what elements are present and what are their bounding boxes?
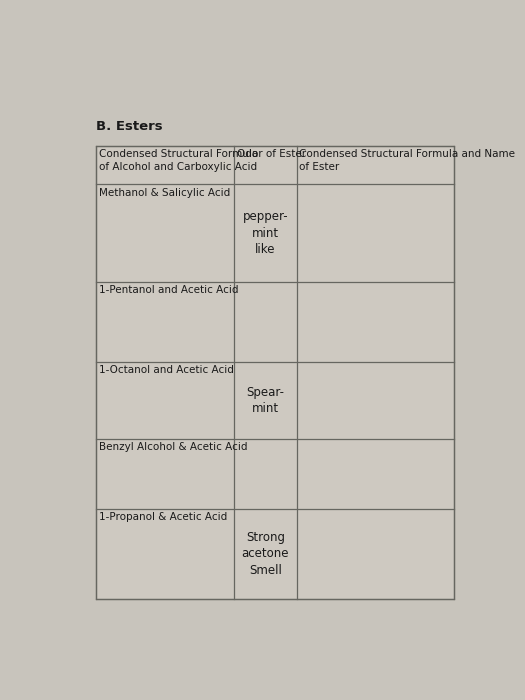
Text: Condensed Structural Formula and Name
of Ester: Condensed Structural Formula and Name of…	[299, 149, 516, 172]
Text: B. Esters: B. Esters	[96, 120, 163, 132]
Text: 1-Octanol and Acetic Acid: 1-Octanol and Acetic Acid	[99, 365, 234, 375]
Text: Condensed Structural Formula
of Alcohol and Carboxylic Acid: Condensed Structural Formula of Alcohol …	[99, 149, 258, 172]
Bar	[96, 146, 454, 598]
Text: Methanol & Salicylic Acid: Methanol & Salicylic Acid	[99, 188, 230, 197]
Text: 1-Propanol & Acetic Acid: 1-Propanol & Acetic Acid	[99, 512, 227, 522]
Text: 1-Pentanol and Acetic Acid: 1-Pentanol and Acetic Acid	[99, 285, 238, 295]
Text: Spear-
mint: Spear- mint	[246, 386, 285, 415]
Text: Strong
acetone
Smell: Strong acetone Smell	[242, 531, 289, 577]
Bar	[96, 146, 454, 598]
Text: Benzyl Alcohol & Acetic Acid: Benzyl Alcohol & Acetic Acid	[99, 442, 247, 452]
Text: Odor of Ester: Odor of Ester	[237, 149, 306, 159]
Text: pepper-
mint
like: pepper- mint like	[243, 210, 288, 256]
